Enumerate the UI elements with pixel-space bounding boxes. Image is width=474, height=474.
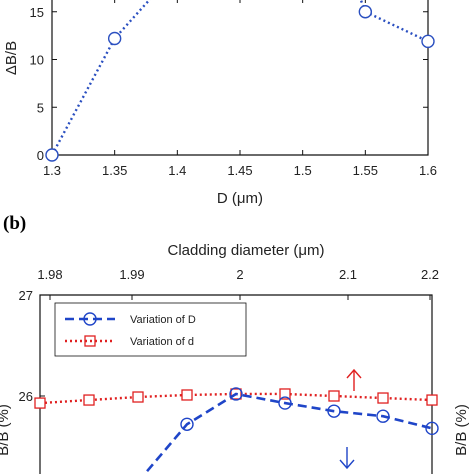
series-variation-D-point	[229, 387, 243, 401]
up-arrow	[346, 368, 362, 391]
panel-b-series	[34, 387, 439, 474]
panel-a-ticks: 1.3 1.35 1.4 1.45 1.5 1.55 1.6 0 5 10 15	[30, 0, 437, 178]
legend-marker-d	[84, 335, 96, 347]
panel-b-ylabel: B/B (%)	[0, 404, 12, 456]
panel-b-ytick-label: 26	[19, 389, 33, 404]
panel-a-xlabel: D (μm)	[217, 190, 263, 207]
panel-a-point	[45, 148, 59, 162]
panel-b-ytick-label: 27	[19, 288, 33, 303]
series-variation-D-point	[180, 417, 194, 431]
panel-a-xtick-label: 1.4	[168, 163, 186, 178]
panel-b-top-xtick-label: 2.2	[421, 267, 439, 282]
series-variation-D-line	[142, 392, 433, 474]
panel-a-point	[421, 34, 435, 49]
panel-a-xtick-label: 1.6	[419, 163, 437, 178]
panel-b-ticks: 1.98 1.99 2 2.1 2.2 27 26	[19, 267, 440, 404]
series-variation-D-point	[376, 409, 390, 423]
series-variation-d-point	[132, 391, 144, 403]
series-variation-D-point	[425, 421, 439, 436]
panel-a-xtick-label: 1.55	[353, 163, 378, 178]
series-variation-D-point	[327, 404, 341, 418]
legend-label-D: Variation of D	[130, 314, 196, 326]
panel-a-series	[45, 0, 435, 162]
series-variation-d-point	[83, 394, 95, 406]
panel-a-ytick-label: 10	[30, 53, 44, 68]
series-variation-d-point	[181, 389, 193, 401]
panel-a-xtick-label: 1.5	[294, 163, 312, 178]
panel-a-line-right	[364, 10, 429, 43]
series-variation-d-point	[328, 390, 340, 402]
panel-b-right-ylabel: B/B (%)	[453, 404, 470, 456]
panel-a-frame	[51, 0, 429, 156]
panel-b-top-xtick-label: 1.99	[119, 267, 144, 282]
legend-box	[54, 302, 247, 357]
panel-a-xtick-label: 1.3	[43, 163, 61, 178]
panel-a-point	[107, 31, 122, 46]
series-variation-d-point	[279, 388, 291, 400]
panel-b-top-xtick-label: 1.98	[37, 267, 62, 282]
panel-a-ytick-label: 5	[37, 100, 44, 115]
panel-b-label: (b)	[3, 213, 26, 234]
panel-a-ytick-label: 0	[37, 148, 44, 163]
series-variation-D-point	[278, 396, 292, 410]
legend-label-d: Variation of d	[130, 336, 194, 348]
series-variation-d-point	[377, 392, 389, 404]
down-arrow	[339, 447, 355, 470]
panel-a-line-left	[50, 0, 151, 156]
panel-b-frame	[39, 294, 433, 474]
panel-b-top-xtick-label: 2.1	[339, 267, 357, 282]
panel-a-ylabel: ΔB/B	[3, 41, 20, 75]
panel-a-xtick-label: 1.35	[102, 163, 127, 178]
legend-marker-D	[83, 312, 97, 326]
panel-a-ytick-label: 15	[30, 5, 44, 20]
panel-a-xtick-label: 1.45	[227, 163, 252, 178]
panel-b-top-xtick-label: 2	[236, 267, 243, 282]
series-variation-d-point	[426, 394, 438, 406]
panel-a-point	[358, 5, 373, 19]
panel-b: (b) Cladding diameter (μm) 1.98 1.99 2 2.1 2…	[0, 213, 470, 474]
panel-b-top-xlabel: Cladding diameter (μm)	[167, 242, 324, 259]
panel-a: 1.3 1.35 1.4 1.45 1.5 1.55 1.6 0 5 10 15 ΔB/B D (μ…	[3, 0, 437, 207]
legend: Variation of D Variation of d	[54, 302, 247, 357]
series-variation-d-point	[34, 397, 46, 409]
